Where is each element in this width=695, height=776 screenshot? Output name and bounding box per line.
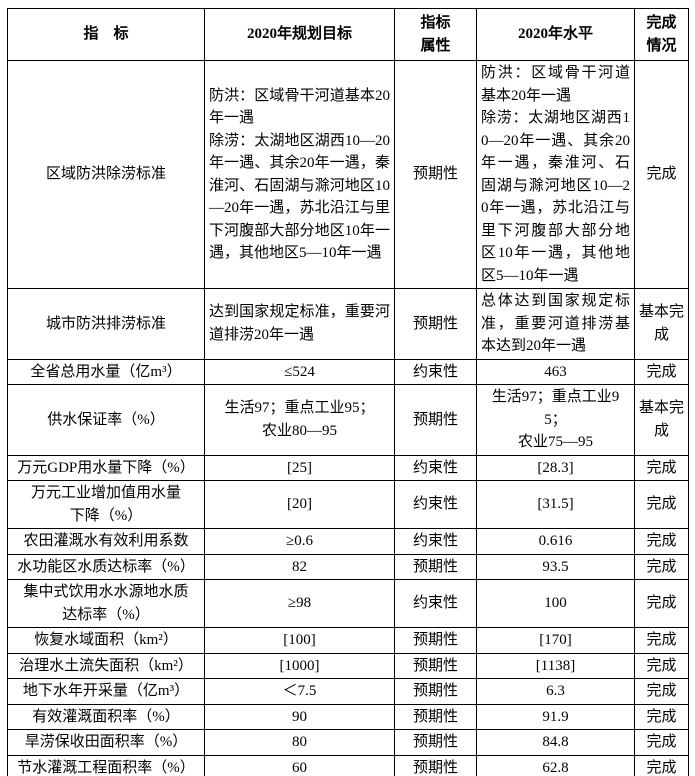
cell-level: 6.3 xyxy=(476,678,635,705)
table-row: 农田灌溉水有效利用系数 ≥0.6 约束性 0.616 完成 xyxy=(7,528,689,555)
cell-status: 完成 xyxy=(634,528,689,555)
cell-status: 完成 xyxy=(634,579,689,628)
cell-status: 基本完成 xyxy=(634,384,689,456)
cell-indicator: 旱涝保收田面积率（%） xyxy=(7,729,205,756)
cell-level: 总体达到国家规定标准，重要河道排涝基本达到20年一遇 xyxy=(476,288,635,360)
cell-attribute: 预期性 xyxy=(394,288,477,360)
cell-level: 防洪：区域骨干河道基本20年一遇 除涝：太湖地区湖西10—20年一遇、其余20年… xyxy=(476,60,635,289)
cell-indicator: 有效灌溉面积率（%） xyxy=(7,703,205,730)
cell-status: 完成 xyxy=(634,652,689,679)
cell-target: ≥0.6 xyxy=(204,528,395,555)
cell-status: 完成 xyxy=(634,729,689,756)
cell-target: 80 xyxy=(204,729,395,756)
cell-indicator: 地下水年开采量（亿m³） xyxy=(7,678,205,705)
cell-level: 0.616 xyxy=(476,528,635,555)
cell-status: 完成 xyxy=(634,480,689,529)
cell-attribute: 预期性 xyxy=(394,703,477,730)
cell-level: 463 xyxy=(476,358,635,385)
cell-status: 完成 xyxy=(634,627,689,654)
table-row: 城市防洪排涝标准 达到国家规定标准，重要河道排涝20年一遇 预期性 总体达到国家规定标… xyxy=(7,288,689,360)
cell-attribute: 约束性 xyxy=(394,454,477,481)
cell-target: [1000] xyxy=(204,652,395,679)
table-row: 治理水土流失面积（km²） [1000] 预期性 [1138] 完成 xyxy=(7,652,689,679)
cell-level: [31.5] xyxy=(476,480,635,529)
cell-indicator: 治理水土流失面积（km²） xyxy=(7,652,205,679)
cell-level: [170] xyxy=(476,627,635,654)
cell-level: 生活97；重点工业95； 农业75—95 xyxy=(476,384,635,456)
cell-level: 91.9 xyxy=(476,703,635,730)
cell-status: 完成 xyxy=(634,703,689,730)
cell-indicator: 区域防洪除涝标准 xyxy=(7,60,205,289)
cell-indicator: 万元GDP用水量下降（%） xyxy=(7,454,205,481)
cell-indicator: 集中式饮用水水源地水质 达标率（%） xyxy=(7,579,205,628)
cell-attribute: 预期性 xyxy=(394,754,477,776)
cell-attribute: 预期性 xyxy=(394,729,477,756)
cell-attribute: 约束性 xyxy=(394,358,477,385)
cell-indicator: 供水保证率（%） xyxy=(7,384,205,456)
cell-attribute: 预期性 xyxy=(394,384,477,456)
table-row: 恢复水域面积（km²） [100] 预期性 [170] 完成 xyxy=(7,627,689,654)
table-row: 区域防洪除涝标准 防洪：区域骨干河道基本20年一遇 除涝：太湖地区湖西10—20年… xyxy=(7,60,689,289)
cell-target: [20] xyxy=(204,480,395,529)
cell-target: ＜7.5 xyxy=(204,678,395,705)
table-body: 区域防洪除涝标准 防洪：区域骨干河道基本20年一遇 除涝：太湖地区湖西10—20年… xyxy=(7,60,689,776)
cell-status: 完成 xyxy=(634,754,689,776)
table-row: 水功能区水质达标率（%） 82 预期性 93.5 完成 xyxy=(7,553,689,580)
cell-indicator: 农田灌溉水有效利用系数 xyxy=(7,528,205,555)
cell-attribute: 预期性 xyxy=(394,678,477,705)
table-row: 万元GDP用水量下降（%） [25] 约束性 [28.3] 完成 xyxy=(7,454,689,481)
table-row: 万元工业增加值用水量 下降（%） [20] 约束性 [31.5] 完成 xyxy=(7,480,689,529)
cell-target: 生活97；重点工业95； 农业80—95 xyxy=(204,384,395,456)
cell-attribute: 预期性 xyxy=(394,627,477,654)
cell-status: 完成 xyxy=(634,454,689,481)
cell-target: 60 xyxy=(204,754,395,776)
header-target-2020: 2020年规划目标 xyxy=(204,8,395,61)
cell-target: ≤524 xyxy=(204,358,395,385)
header-row: 指 标 2020年规划目标 指标 属性 2020年水平 完成 情况 xyxy=(7,8,689,61)
cell-target: ≥98 xyxy=(204,579,395,628)
cell-attribute: 约束性 xyxy=(394,528,477,555)
table-row: 节水灌溉工程面积率（%） 60 预期性 62.8 完成 xyxy=(7,754,689,776)
cell-target: 防洪：区域骨干河道基本20年一遇 除涝：太湖地区湖西10—20年一遇、其余20年… xyxy=(204,60,395,289)
cell-indicator: 万元工业增加值用水量 下降（%） xyxy=(7,480,205,529)
cell-status: 完成 xyxy=(634,60,689,289)
cell-level: 84.8 xyxy=(476,729,635,756)
cell-indicator: 全省总用水量（亿m³） xyxy=(7,358,205,385)
cell-attribute: 约束性 xyxy=(394,579,477,628)
cell-target: 达到国家规定标准，重要河道排涝20年一遇 xyxy=(204,288,395,360)
cell-status: 完成 xyxy=(634,358,689,385)
cell-level: [28.3] xyxy=(476,454,635,481)
table-row: 地下水年开采量（亿m³） ＜7.5 预期性 6.3 完成 xyxy=(7,678,689,705)
cell-attribute: 预期性 xyxy=(394,652,477,679)
table-row: 全省总用水量（亿m³） ≤524 约束性 463 完成 xyxy=(7,358,689,385)
cell-indicator: 恢复水域面积（km²） xyxy=(7,627,205,654)
header-indicator: 指 标 xyxy=(7,8,205,61)
cell-level: 62.8 xyxy=(476,754,635,776)
table-row: 集中式饮用水水源地水质 达标率（%） ≥98 约束性 100 完成 xyxy=(7,579,689,628)
cell-target: 82 xyxy=(204,553,395,580)
cell-status: 基本完成 xyxy=(634,288,689,360)
cell-status: 完成 xyxy=(634,678,689,705)
cell-level: 100 xyxy=(476,579,635,628)
cell-level: [1138] xyxy=(476,652,635,679)
cell-target: 90 xyxy=(204,703,395,730)
header-level-2020: 2020年水平 xyxy=(476,8,635,61)
cell-attribute: 预期性 xyxy=(394,60,477,289)
cell-status: 完成 xyxy=(634,553,689,580)
cell-attribute: 约束性 xyxy=(394,480,477,529)
table-row: 有效灌溉面积率（%） 90 预期性 91.9 完成 xyxy=(7,703,689,730)
cell-target: [100] xyxy=(204,627,395,654)
table-row: 旱涝保收田面积率（%） 80 预期性 84.8 完成 xyxy=(7,729,689,756)
table-row: 供水保证率（%） 生活97；重点工业95； 农业80—95 预期性 生活97；重点工业… xyxy=(7,384,689,456)
indicators-table: 指 标 2020年规划目标 指标 属性 2020年水平 完成 情况 区域防洪除涝… xyxy=(7,8,689,776)
cell-indicator: 城市防洪排涝标准 xyxy=(7,288,205,360)
header-status: 完成 情况 xyxy=(634,8,689,61)
header-attribute: 指标 属性 xyxy=(394,8,477,61)
cell-indicator: 节水灌溉工程面积率（%） xyxy=(7,754,205,776)
cell-target: [25] xyxy=(204,454,395,481)
cell-attribute: 预期性 xyxy=(394,553,477,580)
cell-level: 93.5 xyxy=(476,553,635,580)
cell-indicator: 水功能区水质达标率（%） xyxy=(7,553,205,580)
